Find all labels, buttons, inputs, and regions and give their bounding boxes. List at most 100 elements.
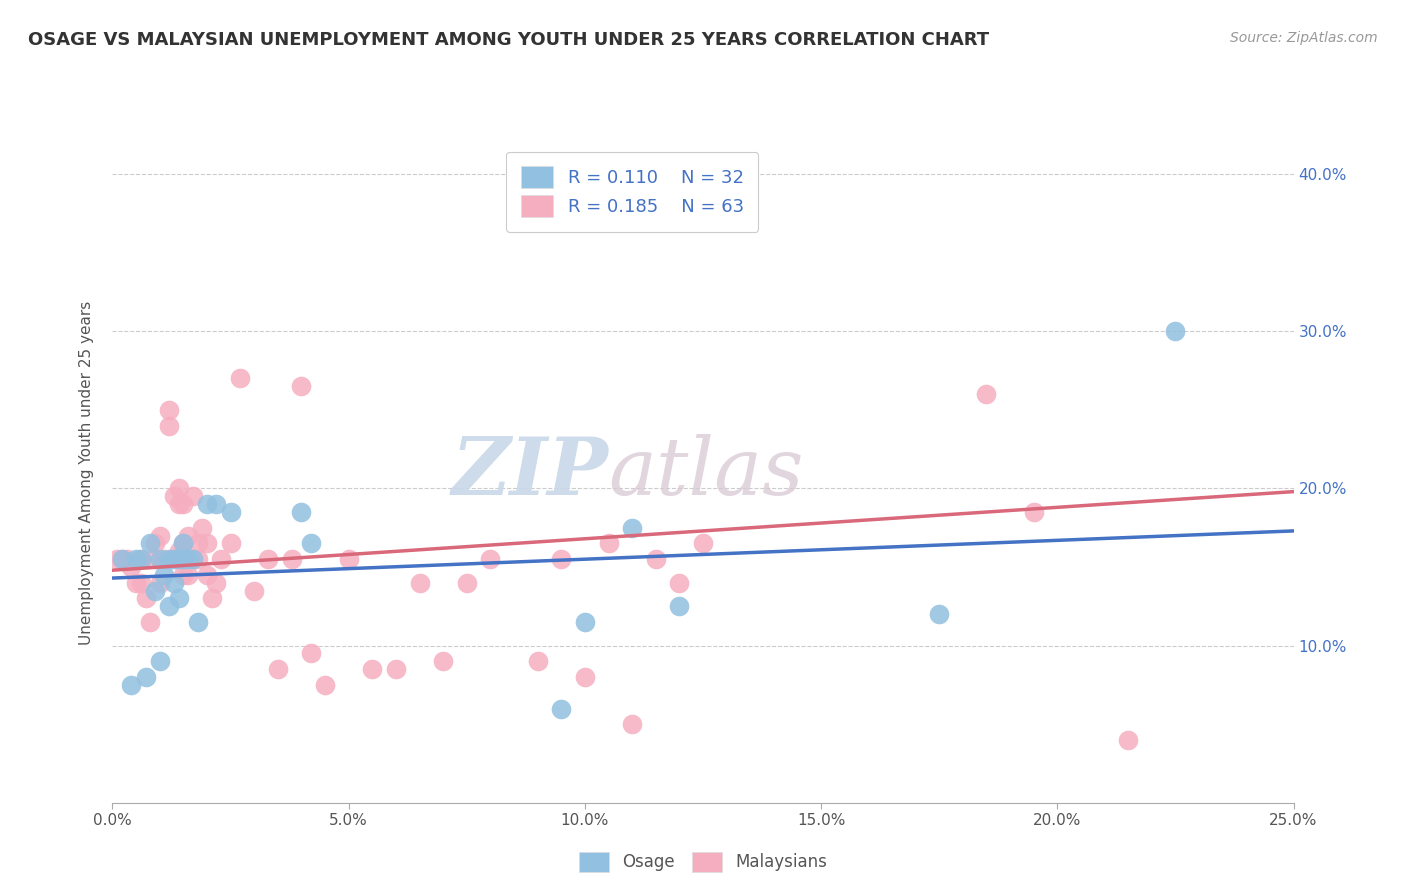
Point [181,552,204,566]
Point [219,505,242,519]
Point [976,387,998,401]
Point [191,521,214,535]
Point [1022,505,1045,519]
Y-axis label: Unemployment Among Youth under 25 years: Unemployment Among Youth under 25 years [79,301,94,645]
Point [135,591,157,606]
Point [621,521,644,535]
Point [668,575,690,590]
Point [139,615,162,629]
Point [120,560,142,574]
Point [550,552,572,566]
Point [361,662,384,676]
Point [157,403,180,417]
Point [526,654,548,668]
Point [290,379,312,393]
Point [139,536,162,550]
Point [135,670,157,684]
Point [167,544,190,558]
Point [574,670,596,684]
Point [219,536,242,550]
Point [385,662,408,676]
Point [299,536,322,550]
Point [120,678,142,692]
Legend: Osage, Malaysians: Osage, Malaysians [571,843,835,880]
Point [644,552,666,566]
Point [598,536,620,550]
Point [186,536,208,550]
Point [172,536,194,550]
Point [195,497,218,511]
Point [149,528,172,542]
Point [281,552,304,566]
Point [479,552,502,566]
Point [149,654,172,668]
Point [195,568,218,582]
Point [167,482,190,496]
Point [337,552,360,566]
Point [928,607,950,622]
Point [267,662,290,676]
Point [205,497,228,511]
Point [163,575,186,590]
Point [167,591,190,606]
Point [143,536,166,550]
Point [143,583,166,598]
Text: atlas: atlas [609,434,804,511]
Point [186,615,208,629]
Point [125,552,148,566]
Point [157,599,180,614]
Text: Source: ZipAtlas.com: Source: ZipAtlas.com [1230,31,1378,45]
Point [668,599,690,614]
Point [201,591,224,606]
Point [205,575,228,590]
Point [257,552,280,566]
Point [432,654,454,668]
Point [290,505,312,519]
Point [172,568,194,582]
Point [209,552,232,566]
Point [153,552,176,566]
Point [149,552,172,566]
Text: OSAGE VS MALAYSIAN UNEMPLOYMENT AMONG YOUTH UNDER 25 YEARS CORRELATION CHART: OSAGE VS MALAYSIAN UNEMPLOYMENT AMONG YO… [28,31,990,49]
Point [177,528,200,542]
Point [157,552,180,566]
Point [1164,324,1187,338]
Point [172,552,194,566]
Point [186,552,208,566]
Point [125,575,148,590]
Point [111,552,134,566]
Point [177,568,200,582]
Point [163,489,186,503]
Text: ZIP: ZIP [451,434,609,511]
Point [550,701,572,715]
Point [167,497,190,511]
Point [129,552,152,566]
Point [408,575,430,590]
Point [129,575,152,590]
Point [157,418,180,433]
Point [115,552,138,566]
Point [153,568,176,582]
Point [456,575,478,590]
Point [129,552,152,566]
Point [163,552,186,566]
Point [243,583,266,598]
Point [105,552,128,566]
Point [229,371,252,385]
Point [143,552,166,566]
Point [167,552,190,566]
Point [149,575,172,590]
Point [692,536,714,550]
Point [172,536,194,550]
Point [177,552,200,566]
Point [314,678,336,692]
Point [181,552,204,566]
Point [1116,733,1139,747]
Point [195,536,218,550]
Point [621,717,644,731]
Point [299,647,322,661]
Point [172,497,194,511]
Point [111,552,134,566]
Point [163,552,186,566]
Point [574,615,596,629]
